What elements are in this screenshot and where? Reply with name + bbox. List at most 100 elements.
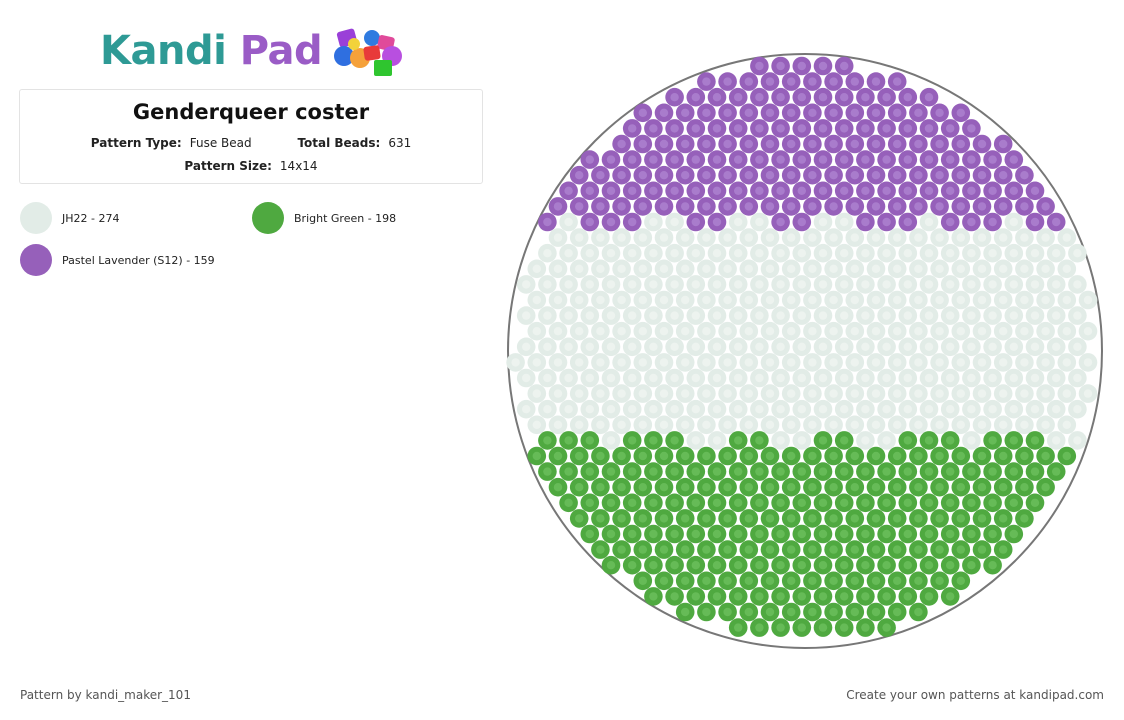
bead-white (633, 228, 653, 247)
bead-green (718, 602, 737, 622)
bead-green (1025, 493, 1045, 513)
bead-white (834, 337, 854, 357)
bead-white (538, 306, 557, 325)
bead-white (1036, 321, 1055, 341)
bead-white (813, 368, 833, 388)
bead-white (919, 399, 939, 419)
bead-green (750, 462, 769, 481)
bead-green (919, 555, 939, 575)
bead-green (1025, 431, 1045, 450)
bead-green (972, 509, 992, 528)
bead-green (622, 493, 642, 513)
bead-green (612, 446, 631, 466)
bead-white (813, 399, 833, 419)
bead-lavender (675, 165, 695, 185)
bead-green (601, 524, 621, 544)
bead-lavender (930, 103, 949, 123)
bead-white (707, 337, 727, 357)
bead-white (983, 275, 1002, 294)
bead-green (1015, 446, 1034, 466)
bead-white (633, 259, 653, 279)
bead-white (739, 290, 759, 310)
bead-green (792, 524, 812, 544)
bead-white (559, 399, 578, 419)
bead-green (665, 493, 684, 513)
bead-white (622, 275, 642, 294)
bead-white (824, 353, 843, 372)
bead-white (887, 321, 907, 341)
bead-green (813, 431, 833, 450)
bead-lavender (919, 181, 939, 201)
bead-green (845, 446, 865, 466)
bead-green (548, 477, 568, 497)
bead-green (962, 524, 981, 544)
bead-green (877, 524, 896, 544)
bead-green (591, 446, 610, 466)
bead-green (781, 509, 801, 528)
bead-lavender (877, 119, 896, 138)
bead-green (601, 462, 621, 481)
bead-lavender (612, 134, 631, 154)
bead-green (633, 571, 653, 591)
bead-white (750, 212, 769, 232)
bead-lavender (760, 72, 780, 91)
bead-lavender (1004, 181, 1024, 201)
bead-green (845, 540, 865, 559)
bead-white (559, 275, 578, 294)
bead-green (877, 462, 896, 481)
bead-green (675, 446, 695, 466)
bead-lavender (750, 150, 769, 169)
bead-white (580, 306, 600, 325)
bead-white (781, 384, 801, 403)
bead-white (601, 431, 621, 450)
bead-lavender (1025, 181, 1045, 201)
bead-white (1036, 228, 1055, 247)
bead-green (993, 477, 1013, 497)
bead-white (644, 212, 663, 232)
bead-green (887, 571, 907, 591)
bead-lavender (665, 150, 684, 169)
bead-white (707, 399, 727, 419)
bead-green (718, 571, 737, 591)
bead-white (654, 228, 674, 247)
bead-white (1057, 321, 1077, 341)
bead-white (516, 306, 536, 325)
bead-green (750, 555, 769, 575)
bead-green (983, 555, 1002, 575)
bead-lavender (644, 119, 663, 138)
bead-lavender (834, 150, 854, 169)
bead-white (781, 321, 801, 341)
bead-white (548, 384, 568, 403)
bead-lavender (718, 197, 737, 216)
bead-green (760, 571, 780, 591)
bead-white (1036, 384, 1055, 403)
bead-white (707, 243, 727, 263)
bead-lavender (792, 212, 812, 232)
bead-green (771, 555, 790, 575)
bead-green (665, 431, 684, 450)
bead-lavender (951, 134, 971, 154)
bead-green (707, 587, 727, 606)
bead-green (1015, 477, 1034, 497)
bead-white (813, 212, 833, 232)
bead-white (591, 353, 610, 372)
bead-white (898, 368, 918, 388)
bead-green (951, 446, 971, 466)
bead-green (707, 462, 727, 481)
bead-green (601, 555, 621, 575)
bead-green (792, 555, 812, 575)
bead-white (771, 275, 790, 294)
bead-white (739, 228, 759, 247)
legend-item-pastel-lavender: Pastel Lavender (S12) - 159 (20, 244, 215, 276)
bead-white (559, 368, 578, 388)
bead-white (898, 399, 918, 419)
bead-white (750, 306, 769, 325)
bead-lavender (548, 197, 568, 216)
bead-green (993, 509, 1013, 528)
bead-white (527, 321, 547, 341)
bead-green (538, 462, 557, 481)
bead-green (728, 431, 748, 450)
bead-lavender (877, 212, 896, 232)
create-patterns-link[interactable]: Create your own patterns at kandipad.com (846, 688, 1104, 702)
kandi-pad-logo[interactable]: Kandi Pad (100, 26, 406, 76)
